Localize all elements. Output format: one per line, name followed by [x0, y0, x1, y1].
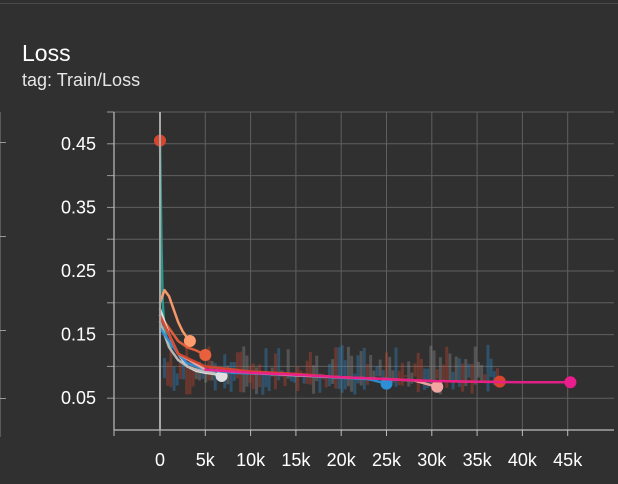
x-tick-label: 35k — [463, 450, 493, 470]
y-tick-label: 0.25 — [61, 261, 96, 281]
y-tick-label: 0.15 — [61, 325, 96, 345]
left-card-tick — [0, 142, 6, 143]
x-tick-label: 45k — [553, 450, 583, 470]
x-tick-label: 30k — [417, 450, 447, 470]
left-card-tick — [0, 236, 6, 237]
left-card-tick — [0, 330, 6, 331]
series-end-marker — [431, 380, 444, 393]
y-tick-label: 0.35 — [61, 197, 96, 217]
series-end-marker — [564, 376, 577, 389]
tick-labels: 0.45 0.35 0.25 0.15 0.05 0 5k 10k 15k 20k 25k 30k 35… — [61, 134, 583, 470]
x-tick-label: 10k — [236, 450, 266, 470]
series-end-marker — [380, 377, 393, 390]
x-tick-label: 15k — [281, 450, 311, 470]
series-end-marker — [183, 334, 196, 347]
chart-card-tag: tag: Train/Loss — [22, 70, 141, 90]
top-divider — [0, 0, 618, 4]
series-end-marker — [199, 348, 212, 361]
series-lines — [154, 134, 577, 393]
y-tick-label: 0.05 — [61, 388, 96, 408]
x-tick-label: 20k — [327, 450, 357, 470]
left-card-edge — [0, 112, 1, 437]
series-line — [158, 314, 207, 357]
x-tick-label: 40k — [508, 450, 538, 470]
y-tick-label: 0.45 — [61, 134, 96, 154]
x-tick-label: 25k — [372, 450, 402, 470]
x-tick-label: 5k — [196, 450, 216, 470]
series-line — [204, 368, 572, 384]
chart-card-title: Loss — [22, 40, 71, 66]
series-line — [158, 320, 216, 375]
axes — [107, 111, 614, 436]
x-tick-label: 0 — [155, 450, 165, 470]
left-card-tick — [0, 398, 6, 399]
